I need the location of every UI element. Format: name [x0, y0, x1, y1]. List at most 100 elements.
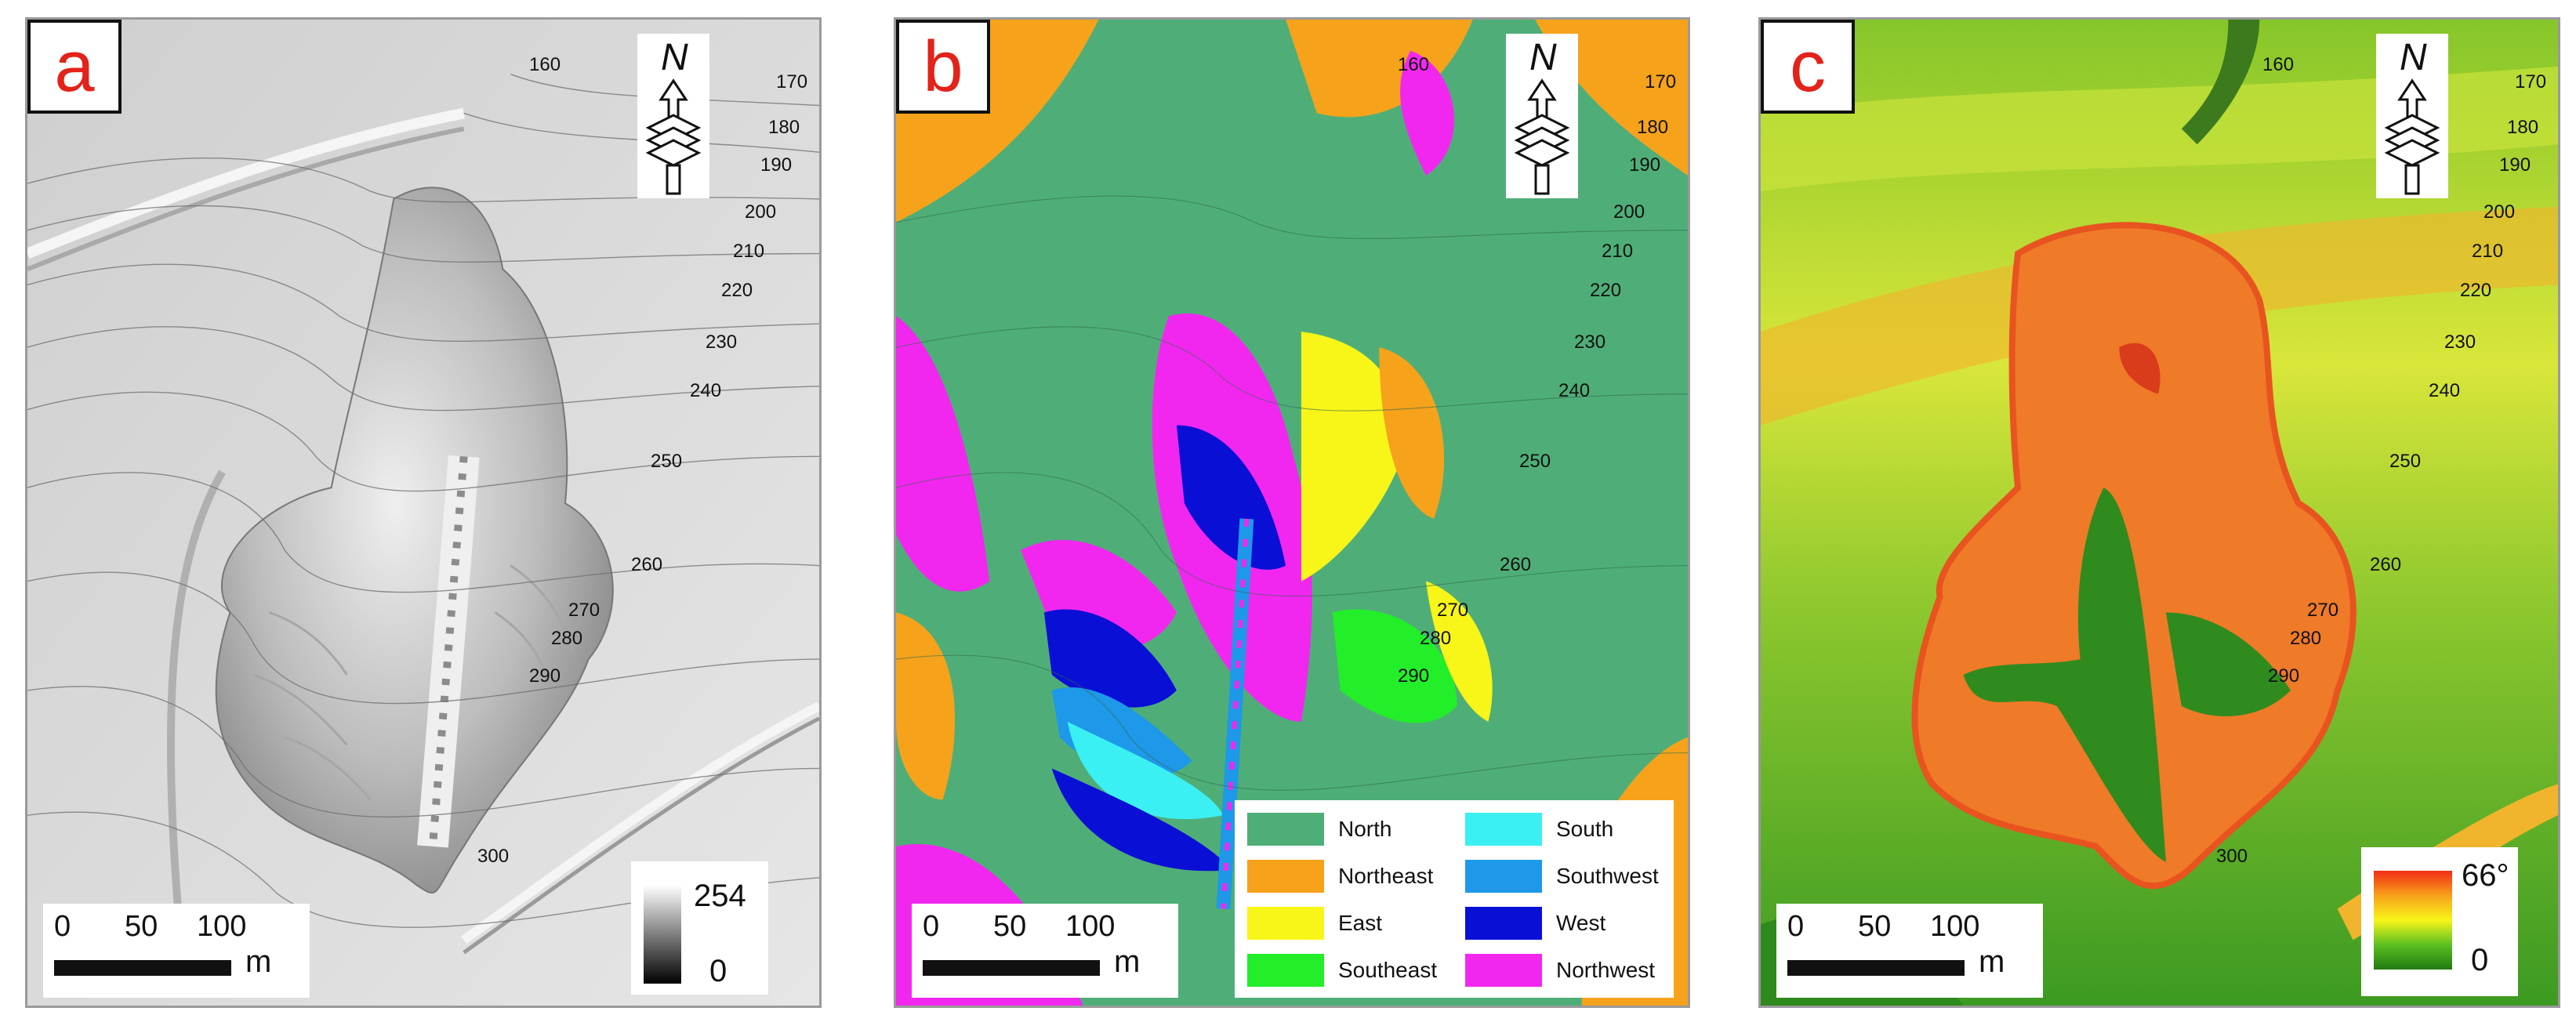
- contour-label-170: 170: [2515, 71, 2547, 92]
- contour-label-300: 300: [477, 846, 510, 867]
- legend-max: 254: [694, 879, 746, 913]
- hillshade-panel: a N 160 170 180 190 200 210 220 230 240 …: [25, 17, 822, 1008]
- contour-label-210: 210: [733, 241, 765, 262]
- contour-label-270: 270: [2307, 600, 2339, 621]
- aspect-legend: North Northeast East Southeast South Sou…: [1235, 800, 1674, 998]
- contour-label-270: 270: [568, 600, 600, 621]
- aspect-panel: b N 160 170 180 190 200 210 220 230 240 …: [894, 17, 1690, 1008]
- contour-label-280: 280: [1420, 628, 1452, 649]
- svg-text:N: N: [661, 37, 688, 78]
- legend-swatch-south: [1465, 813, 1542, 846]
- legend-item-west: West: [1465, 904, 1605, 943]
- legend-label: Northeast: [1338, 864, 1434, 888]
- contour-label-240: 240: [1558, 380, 1591, 401]
- contour-label-230: 230: [706, 332, 738, 353]
- panel-b-label: b: [896, 20, 990, 114]
- legend-swatch-west: [1465, 907, 1542, 940]
- contour-label-280: 280: [2290, 628, 2322, 649]
- legend-label: South: [1556, 817, 1614, 841]
- contour-label-200: 200: [2483, 201, 2516, 223]
- legend-label: Southwest: [1556, 864, 1659, 888]
- legend-item-northeast: Northeast: [1247, 857, 1433, 896]
- legend-swatch-southwest: [1465, 860, 1542, 893]
- legend-label: Northwest: [1556, 958, 1656, 982]
- scale-unit: m: [245, 944, 272, 979]
- contour-label-170: 170: [1645, 71, 1677, 92]
- contour-label-240: 240: [690, 380, 722, 401]
- scale-tick-100: 100: [1930, 910, 1980, 943]
- legend-min: 0: [2471, 943, 2489, 977]
- svg-text:N: N: [1529, 37, 1557, 78]
- contour-label-240: 240: [2429, 380, 2461, 401]
- scale-unit: m: [1114, 944, 1141, 979]
- legend-label: North: [1338, 817, 1392, 841]
- scale-tick-50: 50: [1858, 910, 1892, 943]
- contour-label-230: 230: [2444, 332, 2476, 353]
- scale-bar-line: [1787, 960, 1965, 976]
- scale-tick-0: 0: [1787, 910, 1805, 943]
- slope-panel: c N 160 170 180 190 200 210 220 230 240 …: [1758, 17, 2560, 1008]
- contour-label-250: 250: [651, 451, 683, 472]
- scale-tick-0: 0: [923, 910, 940, 943]
- contour-label-250: 250: [2389, 451, 2422, 472]
- contour-label-260: 260: [2370, 554, 2402, 575]
- legend-label: Southeast: [1338, 958, 1438, 982]
- contour-label-300: 300: [2216, 846, 2248, 867]
- contour-label-260: 260: [631, 554, 663, 575]
- scale-tick-50: 50: [125, 910, 158, 943]
- scale-tick-50: 50: [993, 910, 1027, 943]
- legend-max: 66°: [2462, 858, 2509, 893]
- contour-label-200: 200: [745, 201, 777, 223]
- contour-label-160: 160: [2262, 54, 2295, 75]
- contour-label-180: 180: [1637, 117, 1669, 138]
- legend-swatch-northwest: [1465, 954, 1542, 987]
- contour-label-250: 250: [1519, 451, 1551, 472]
- contour-label-170: 170: [776, 71, 808, 92]
- scale-unit: m: [1979, 944, 2005, 979]
- contour-label-220: 220: [1590, 280, 1622, 301]
- slope-color-ramp: [2374, 871, 2452, 970]
- panel-a-label: a: [27, 20, 122, 114]
- scale-bar: 0 50 100 m: [912, 904, 1178, 998]
- contour-label-190: 190: [1629, 154, 1661, 176]
- contour-label-290: 290: [1398, 665, 1430, 687]
- legend-swatch-east: [1247, 907, 1324, 940]
- contour-label-190: 190: [2499, 154, 2531, 176]
- contour-label-210: 210: [1602, 241, 1634, 262]
- legend-swatch-north: [1247, 813, 1324, 846]
- legend-item-southwest: Southwest: [1465, 857, 1659, 896]
- scale-bar: 0 50 100 m: [1776, 904, 2043, 998]
- hillshade-legend: 254 0: [631, 861, 768, 995]
- scale-tick-0: 0: [54, 910, 71, 943]
- legend-swatch-northeast: [1247, 860, 1324, 893]
- scale-bar: 0 50 100 m: [43, 904, 310, 998]
- legend-label: West: [1556, 911, 1606, 935]
- contour-label-180: 180: [768, 117, 800, 138]
- contour-label-200: 200: [1613, 201, 1645, 223]
- svg-text:N: N: [2400, 37, 2427, 78]
- legend-swatch-southeast: [1247, 954, 1324, 987]
- contour-label-220: 220: [721, 280, 753, 301]
- contour-label-270: 270: [1437, 600, 1469, 621]
- legend-item-north: North: [1247, 810, 1391, 849]
- legend-label: East: [1338, 911, 1383, 935]
- legend-min: 0: [709, 954, 727, 988]
- contour-label-280: 280: [551, 628, 583, 649]
- north-arrow-icon: N: [1506, 34, 1578, 198]
- legend-item-south: South: [1465, 810, 1613, 849]
- north-arrow-icon: N: [2376, 34, 2448, 198]
- slope-legend: 66° 0: [2361, 847, 2518, 996]
- legend-item-southeast: Southeast: [1247, 951, 1437, 990]
- contour-label-290: 290: [529, 665, 561, 687]
- contour-label-180: 180: [2507, 117, 2539, 138]
- scale-tick-100: 100: [197, 910, 247, 943]
- contour-label-190: 190: [760, 154, 793, 176]
- contour-label-230: 230: [1574, 332, 1606, 353]
- contour-label-160: 160: [529, 54, 561, 75]
- contour-label-210: 210: [2472, 241, 2504, 262]
- scale-bar-line: [54, 960, 231, 976]
- scale-tick-100: 100: [1065, 910, 1116, 943]
- contour-label-290: 290: [2268, 665, 2300, 687]
- legend-item-northwest: Northwest: [1465, 951, 1655, 990]
- scale-bar-line: [923, 960, 1100, 976]
